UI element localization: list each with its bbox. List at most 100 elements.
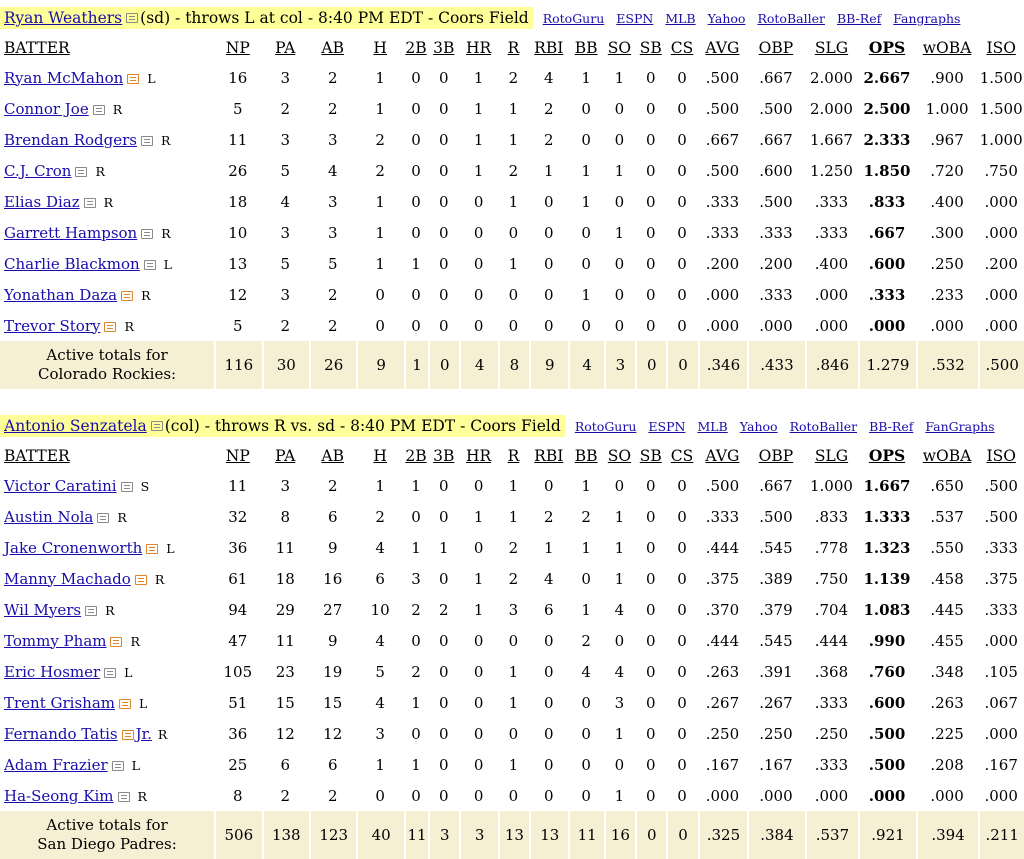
column-header-h[interactable]: H <box>373 446 387 465</box>
column-header-avg[interactable]: AVG <box>705 38 740 57</box>
link-yahoo[interactable]: Yahoo <box>707 10 746 26</box>
player-news-icon[interactable] <box>121 729 134 740</box>
link-mlb[interactable]: MLB <box>665 10 696 26</box>
player-notes-icon[interactable] <box>97 512 110 523</box>
batter-name-suffix-link[interactable]: Jr. <box>135 724 152 743</box>
stat-bb: 0 <box>581 755 591 774</box>
player-news-icon[interactable] <box>134 574 147 585</box>
link-rotoguru[interactable]: RotoGuru <box>574 418 637 434</box>
column-header-sb[interactable]: SB <box>639 38 662 57</box>
batter-name-link[interactable]: Tommy Pham <box>4 631 107 650</box>
player-news-icon[interactable] <box>110 636 123 647</box>
player-news-icon[interactable] <box>104 321 117 332</box>
column-header-ops[interactable]: OPS <box>868 38 906 57</box>
column-header-ab[interactable]: AB <box>321 38 344 57</box>
link-espn[interactable]: ESPN <box>616 10 654 26</box>
batter-name-link[interactable]: Trevor Story <box>4 316 101 335</box>
column-header-3b[interactable]: 3B <box>433 446 455 465</box>
batter-name-link[interactable]: Jake Cronenworth <box>4 538 143 557</box>
player-notes-icon[interactable] <box>120 481 133 492</box>
player-notes-icon[interactable] <box>141 228 154 239</box>
column-header-pa[interactable]: PA <box>275 446 296 465</box>
column-header-batter[interactable]: BATTER <box>4 38 70 57</box>
column-header-hr[interactable]: HR <box>466 446 492 465</box>
link-espn[interactable]: ESPN <box>648 418 686 434</box>
batter-name-link[interactable]: Elias Diaz <box>4 192 80 211</box>
column-header-iso[interactable]: ISO <box>986 38 1016 57</box>
column-header-2b[interactable]: 2B <box>405 38 427 57</box>
pitcher-notes-icon[interactable] <box>150 421 163 431</box>
link-bb-ref[interactable]: BB-Ref <box>869 418 914 434</box>
batter-name-link[interactable]: Connor Joe <box>4 99 89 118</box>
player-news-icon[interactable] <box>121 290 134 301</box>
batter-name-link[interactable]: Charlie Blackmon <box>4 254 140 273</box>
column-header-avg[interactable]: AVG <box>705 446 740 465</box>
column-header-rbi[interactable]: RBI <box>534 38 564 57</box>
column-header-so[interactable]: SO <box>607 38 632 57</box>
link-mlb[interactable]: MLB <box>697 418 728 434</box>
batter-name-link[interactable]: Ryan McMahon <box>4 68 124 87</box>
player-notes-icon[interactable] <box>92 104 105 115</box>
player-news-icon[interactable] <box>146 543 159 554</box>
batter-name-link[interactable]: Ha-Seong Kim <box>4 786 114 805</box>
player-notes-icon[interactable] <box>111 760 124 771</box>
batter-name-link[interactable]: Adam Frazier <box>4 755 108 774</box>
column-header-hr[interactable]: HR <box>466 38 492 57</box>
link-rotoguru[interactable]: RotoGuru <box>542 10 605 26</box>
column-header-rbi[interactable]: RBI <box>534 446 564 465</box>
column-header-bb[interactable]: BB <box>574 446 598 465</box>
column-header-bb[interactable]: BB <box>574 38 598 57</box>
column-header-slg[interactable]: SLG <box>814 38 849 57</box>
link-rotoballer[interactable]: RotoBaller <box>757 10 825 26</box>
batter-name-link[interactable]: Victor Caratini <box>4 476 117 495</box>
column-header-np[interactable]: NP <box>225 38 250 57</box>
column-header-cs[interactable]: CS <box>670 446 694 465</box>
column-header-obp[interactable]: OBP <box>758 446 794 465</box>
batter-name-link[interactable]: Fernando Tatis <box>4 724 118 743</box>
player-news-icon[interactable] <box>118 698 131 709</box>
column-header-iso[interactable]: ISO <box>986 446 1016 465</box>
column-header-r[interactable]: R <box>507 446 520 465</box>
column-header-3b[interactable]: 3B <box>433 38 455 57</box>
column-header-r[interactable]: R <box>507 38 520 57</box>
link-yahoo[interactable]: Yahoo <box>739 418 778 434</box>
column-header-pa[interactable]: PA <box>275 38 296 57</box>
player-notes-icon[interactable] <box>140 135 153 146</box>
player-notes-icon[interactable] <box>104 667 117 678</box>
batter-name-link[interactable]: Brendan Rodgers <box>4 130 137 149</box>
link-fangraphs[interactable]: FanGraphs <box>925 418 995 434</box>
column-header-sb[interactable]: SB <box>639 446 662 465</box>
column-header-batter[interactable]: BATTER <box>4 446 70 465</box>
pitcher-notes-icon[interactable] <box>126 13 139 23</box>
column-header-cs[interactable]: CS <box>670 38 694 57</box>
column-header-ops[interactable]: OPS <box>868 446 906 465</box>
batter-name-link[interactable]: C.J. Cron <box>4 161 72 180</box>
batter-name-link[interactable]: Garrett Hampson <box>4 223 138 242</box>
pitcher-link[interactable]: Ryan Weathers <box>4 9 123 27</box>
column-header-slg[interactable]: SLG <box>814 446 849 465</box>
player-notes-icon[interactable] <box>83 197 96 208</box>
link-bb-ref[interactable]: BB-Ref <box>836 10 882 26</box>
column-header-woba[interactable]: wOBA <box>922 38 972 57</box>
link-rotoballer[interactable]: RotoBaller <box>789 418 858 434</box>
column-header-h[interactable]: H <box>373 38 387 57</box>
column-header-obp[interactable]: OBP <box>758 38 794 57</box>
column-header-ab[interactable]: AB <box>321 446 344 465</box>
batter-name-link[interactable]: Wil Myers <box>4 600 82 619</box>
column-header-woba[interactable]: wOBA <box>922 446 972 465</box>
batter-name-link[interactable]: Austin Nola <box>4 507 94 526</box>
player-notes-icon[interactable] <box>143 259 156 270</box>
batter-name-link[interactable]: Yonathan Daza <box>4 285 118 304</box>
batter-name-link[interactable]: Trent Grisham <box>4 693 115 712</box>
player-notes-icon[interactable] <box>117 791 130 802</box>
player-news-icon[interactable] <box>127 73 140 84</box>
link-fangraphs[interactable]: Fangraphs <box>893 10 961 26</box>
player-notes-icon[interactable] <box>75 166 88 177</box>
column-header-np[interactable]: NP <box>225 446 250 465</box>
column-header-so[interactable]: SO <box>607 446 632 465</box>
batter-name-link[interactable]: Manny Machado <box>4 569 131 588</box>
column-header-2b[interactable]: 2B <box>405 446 427 465</box>
pitcher-link[interactable]: Antonio Senzatela <box>4 417 147 435</box>
batter-name-link[interactable]: Eric Hosmer <box>4 662 101 681</box>
player-notes-icon[interactable] <box>85 605 98 616</box>
